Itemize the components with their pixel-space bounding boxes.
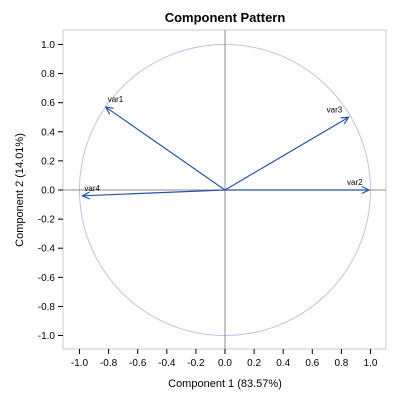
y-tick-label: -0.6 xyxy=(38,273,56,284)
x-tick-label: 0.4 xyxy=(276,358,290,369)
loading-vector-var3 xyxy=(224,116,349,191)
y-tick-label: 0.0 xyxy=(41,186,55,197)
y-tick-label: -0.4 xyxy=(38,244,56,255)
y-tick-label: -0.2 xyxy=(38,215,56,226)
y-tick-label: 0.8 xyxy=(41,69,55,80)
x-tick-label: 0.0 xyxy=(218,358,232,369)
y-tick-label: 1.0 xyxy=(41,40,55,51)
arrowhead-var2 xyxy=(361,185,371,195)
x-tick-label: 0.2 xyxy=(247,358,261,369)
vector-label-var4: var4 xyxy=(84,184,100,193)
vector-label-var3: var3 xyxy=(327,105,343,114)
y-tick-label: 0.4 xyxy=(41,127,55,138)
y-tick-label: 0.6 xyxy=(41,98,55,109)
x-tick-label: -0.4 xyxy=(158,358,176,369)
arrowhead-var4 xyxy=(81,191,90,200)
arrowhead-var3 xyxy=(340,116,350,125)
arrowhead-var1 xyxy=(104,106,114,115)
x-tick-label: -0.6 xyxy=(129,358,147,369)
y-tick-label: -1.0 xyxy=(38,331,56,342)
y-tick-label: 0.2 xyxy=(41,156,55,167)
x-tick-label: 0.8 xyxy=(334,358,348,369)
x-tick-label: 1.0 xyxy=(364,358,378,369)
y-tick-label: -0.8 xyxy=(38,302,56,313)
plot-area: var1 var2 var3 var4 xyxy=(63,30,386,349)
x-tick-label: -0.8 xyxy=(100,358,118,369)
x-tick-label: 0.6 xyxy=(305,358,319,369)
y-axis-label: Component 2 (14.01%) xyxy=(14,133,26,247)
x-tick-label: -0.2 xyxy=(187,358,205,369)
x-tick-label: -1.0 xyxy=(71,358,89,369)
vector-label-var2: var2 xyxy=(347,178,363,187)
chart-title: Component Pattern xyxy=(165,10,286,25)
loading-vector-var4 xyxy=(82,189,226,197)
x-axis-label: Component 1 (83.57%) xyxy=(168,378,282,390)
loading-vector-var1 xyxy=(105,106,226,191)
vector-label-var1: var1 xyxy=(108,95,124,104)
